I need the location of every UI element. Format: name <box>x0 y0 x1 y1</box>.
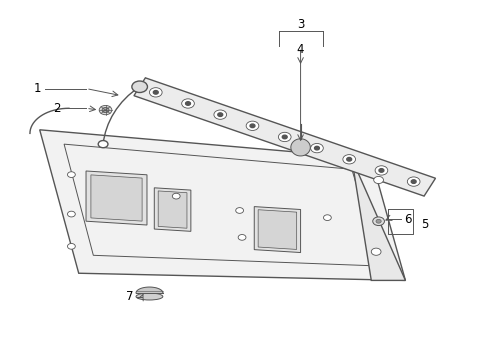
Circle shape <box>323 215 330 221</box>
Circle shape <box>375 219 381 223</box>
Circle shape <box>314 146 319 150</box>
Polygon shape <box>258 210 296 249</box>
Circle shape <box>407 177 419 186</box>
Circle shape <box>99 105 112 115</box>
Circle shape <box>238 234 245 240</box>
Polygon shape <box>290 139 310 156</box>
Text: 6: 6 <box>403 213 411 226</box>
Polygon shape <box>40 130 405 280</box>
Circle shape <box>342 154 355 164</box>
Circle shape <box>372 217 384 226</box>
Circle shape <box>249 124 254 127</box>
Polygon shape <box>254 207 300 252</box>
Circle shape <box>278 132 290 141</box>
Polygon shape <box>158 191 186 228</box>
Circle shape <box>217 113 222 116</box>
Circle shape <box>98 140 108 148</box>
Circle shape <box>282 135 286 139</box>
Circle shape <box>67 172 75 177</box>
Polygon shape <box>91 175 142 221</box>
Polygon shape <box>86 171 147 225</box>
Circle shape <box>67 243 75 249</box>
Text: 1: 1 <box>34 82 41 95</box>
Circle shape <box>346 157 351 161</box>
Circle shape <box>378 168 383 172</box>
Circle shape <box>149 88 162 97</box>
Circle shape <box>153 91 158 94</box>
Polygon shape <box>154 188 190 231</box>
Text: 4: 4 <box>296 42 304 55</box>
Circle shape <box>67 211 75 217</box>
Circle shape <box>373 176 383 184</box>
Text: 2: 2 <box>53 102 61 115</box>
Circle shape <box>213 110 226 119</box>
Circle shape <box>182 99 194 108</box>
Ellipse shape <box>136 293 163 300</box>
Text: 5: 5 <box>420 218 427 231</box>
Circle shape <box>102 108 109 113</box>
Circle shape <box>172 193 180 199</box>
Circle shape <box>370 248 380 255</box>
Circle shape <box>245 121 258 130</box>
Text: 3: 3 <box>296 18 304 31</box>
Text: 7: 7 <box>126 290 133 303</box>
Circle shape <box>410 180 415 183</box>
Circle shape <box>310 144 323 153</box>
Polygon shape <box>351 158 405 280</box>
Circle shape <box>374 166 387 175</box>
Circle shape <box>185 102 190 105</box>
Circle shape <box>235 208 243 213</box>
Polygon shape <box>134 78 435 196</box>
Circle shape <box>132 81 147 93</box>
